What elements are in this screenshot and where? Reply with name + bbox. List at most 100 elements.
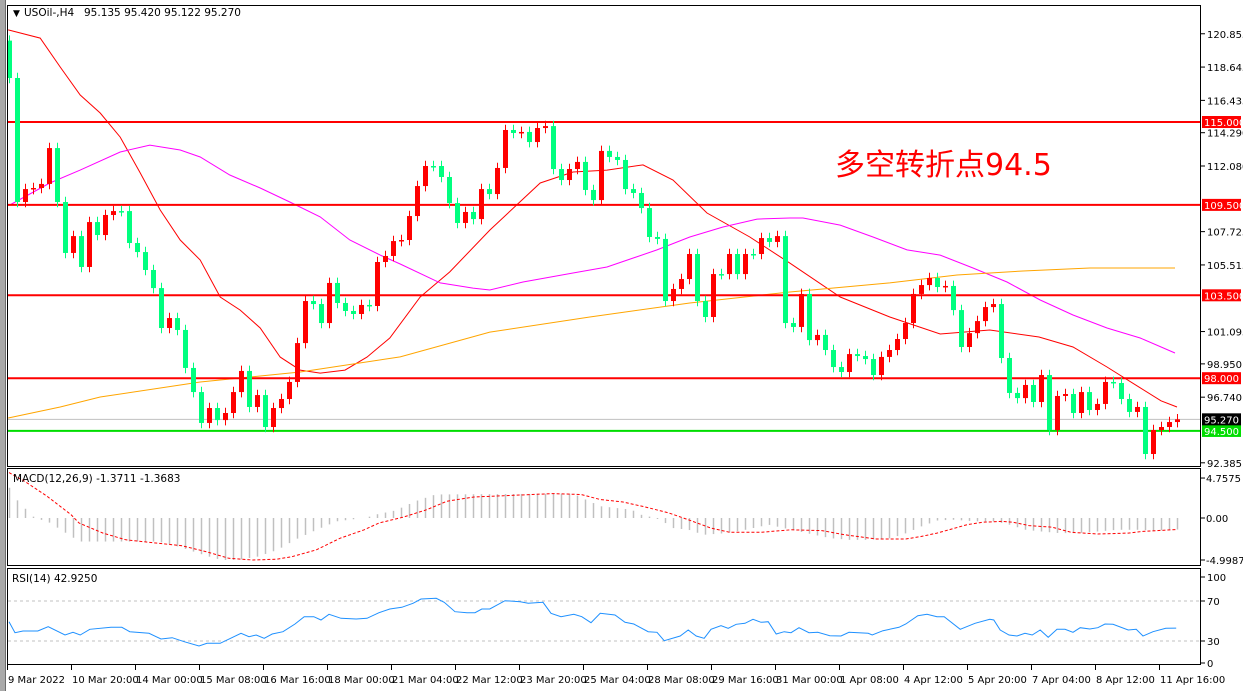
price-axis-label: 120.855 <box>1207 30 1243 41</box>
candle-body <box>815 334 820 341</box>
candle-body <box>407 216 412 240</box>
candle-body <box>967 333 972 347</box>
candle <box>655 231 660 245</box>
candle <box>775 230 780 248</box>
candle <box>287 376 292 405</box>
candle <box>1151 424 1156 460</box>
candle <box>127 205 132 249</box>
candle-body <box>471 211 476 220</box>
candle <box>759 232 764 260</box>
candle <box>463 206 468 229</box>
candle <box>959 304 964 353</box>
candle <box>567 163 572 186</box>
candle-body <box>215 408 220 421</box>
candle-body <box>799 293 804 327</box>
candle <box>183 324 188 374</box>
time-axis-label: 16 Mar 16:00 <box>264 675 331 686</box>
candle <box>639 187 644 214</box>
candle-body <box>783 236 788 324</box>
time-axis-label: 1 Apr 08:00 <box>840 675 899 686</box>
candle <box>711 268 716 323</box>
candle-body <box>807 293 812 341</box>
candle-body <box>87 222 92 267</box>
candle <box>23 183 28 208</box>
candle <box>967 327 972 353</box>
time-axis-label: 15 Mar 08:00 <box>200 675 267 686</box>
time-axis-label: 11 Apr 16:00 <box>1160 675 1225 686</box>
candle <box>543 120 548 134</box>
candle <box>63 196 68 259</box>
candle <box>247 365 252 413</box>
current-price-tag-text: 95.270 <box>1204 415 1239 426</box>
candle-body <box>71 236 76 253</box>
candle <box>727 248 732 280</box>
candle-body <box>551 126 556 170</box>
candle <box>295 337 300 388</box>
candle <box>455 197 460 229</box>
candle <box>423 160 428 192</box>
candle-body <box>519 131 524 134</box>
time-axis-label: 7 Apr 04:00 <box>1032 675 1091 686</box>
candle-body <box>287 381 292 399</box>
candle <box>871 353 876 381</box>
candle-body <box>671 288 676 302</box>
candle-body <box>543 126 548 129</box>
candle <box>591 184 596 206</box>
candle <box>151 264 156 294</box>
candle <box>1023 379 1028 404</box>
candle <box>159 282 164 334</box>
moving-average-line-2 <box>9 144 1176 354</box>
price-axis-label: 112.080 <box>1207 162 1243 173</box>
candle <box>703 295 708 323</box>
time-axis-label: 25 Mar 04:00 <box>584 675 651 686</box>
candle-body <box>447 177 452 204</box>
candle-body <box>295 343 300 382</box>
candle-body <box>535 128 540 143</box>
candle-body <box>1055 395 1060 431</box>
candle-body <box>751 254 756 256</box>
candle <box>383 250 388 268</box>
price-axis-label: 92.385 <box>1207 459 1242 470</box>
candle <box>1095 398 1100 416</box>
candle <box>607 145 612 163</box>
candle <box>1039 369 1044 408</box>
candle-body <box>839 367 844 373</box>
candle-body <box>775 236 780 242</box>
candle <box>79 230 84 273</box>
candle <box>983 301 988 327</box>
candle-body <box>831 350 836 368</box>
candle-body <box>759 238 764 255</box>
candle-body <box>1135 406 1140 412</box>
macd-pane-frame <box>7 468 1201 566</box>
price-axis-label: 114.290 <box>1207 129 1243 140</box>
candle <box>87 216 92 273</box>
candle-body <box>959 310 964 347</box>
level-price-tag <box>1202 198 1241 211</box>
candle <box>255 389 260 413</box>
candle-body <box>639 192 644 209</box>
collapse-triangle-icon[interactable]: ▼ <box>13 9 20 19</box>
candle-body <box>311 301 316 305</box>
candle <box>191 362 196 398</box>
candle-body <box>223 413 228 421</box>
candle-body <box>567 169 572 181</box>
candle-body <box>583 161 588 190</box>
candle-body <box>1119 383 1124 399</box>
candle <box>231 386 236 419</box>
candle <box>1087 386 1092 416</box>
candle <box>823 329 828 356</box>
candle <box>687 248 692 285</box>
candle-body <box>887 350 892 357</box>
candle-body <box>351 310 356 314</box>
time-axis-label: 29 Mar 16:00 <box>712 675 779 686</box>
candle <box>679 273 684 295</box>
candle <box>399 234 404 247</box>
candle-body <box>879 356 884 376</box>
annotation-text[interactable]: 多空转折点94.5 <box>835 148 1052 183</box>
candle <box>911 288 916 329</box>
candle <box>55 142 60 208</box>
candle <box>207 402 212 429</box>
time-axis-label: 31 Mar 00:00 <box>776 675 843 686</box>
candle <box>927 272 932 291</box>
